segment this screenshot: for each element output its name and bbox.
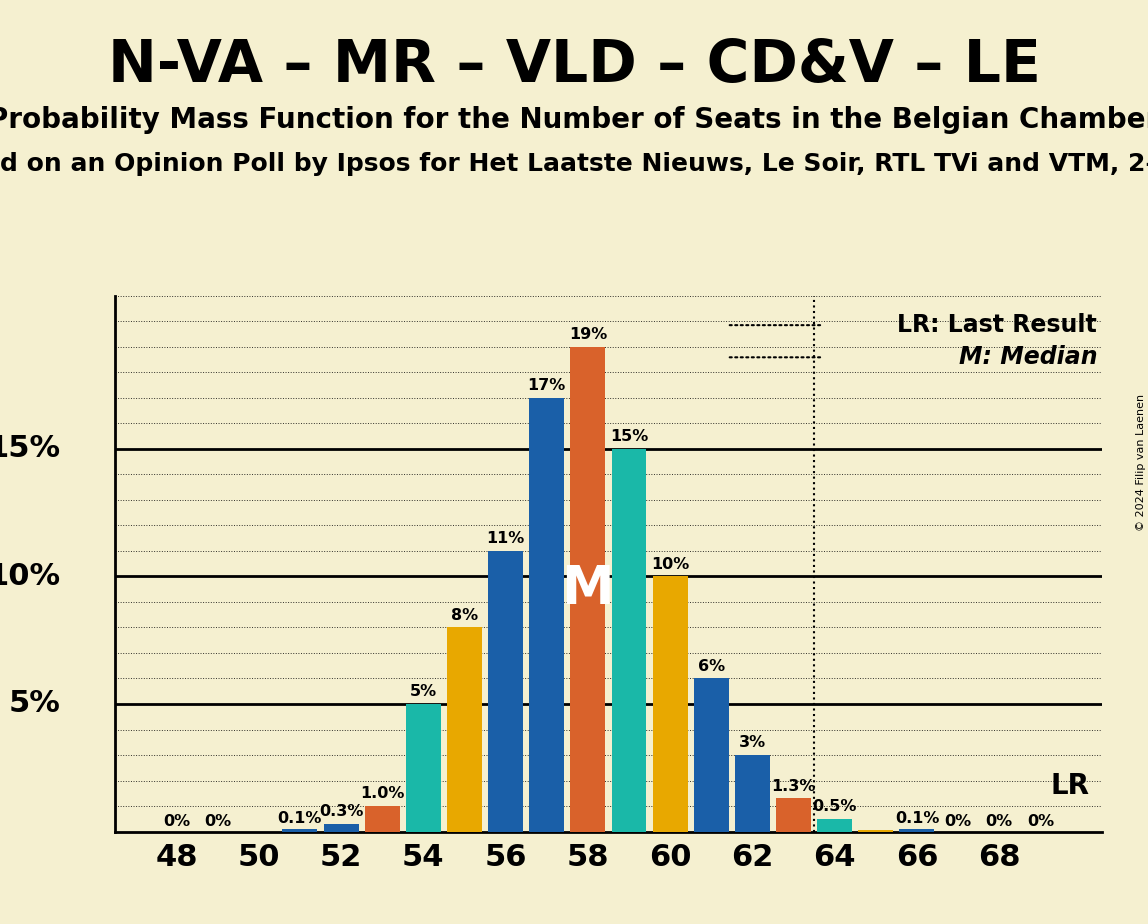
Text: 15%: 15% xyxy=(610,430,649,444)
Bar xyxy=(612,449,646,832)
Text: 5%: 5% xyxy=(410,685,437,699)
Text: 17%: 17% xyxy=(528,378,566,394)
Bar xyxy=(653,577,688,832)
Bar xyxy=(406,704,441,832)
Text: Probability Mass Function for the Number of Seats in the Belgian Chamber: Probability Mass Function for the Number… xyxy=(0,106,1148,134)
Bar xyxy=(571,346,605,832)
Text: 0%: 0% xyxy=(204,813,231,829)
Text: 19%: 19% xyxy=(568,327,607,342)
Text: 1.0%: 1.0% xyxy=(360,786,404,801)
Text: 0.1%: 0.1% xyxy=(278,811,323,826)
Bar xyxy=(488,551,523,832)
Text: 0%: 0% xyxy=(163,813,191,829)
Text: LR: LR xyxy=(1050,772,1089,799)
Text: 3%: 3% xyxy=(739,736,766,750)
Text: d on an Opinion Poll by Ipsos for Het Laatste Nieuws, Le Soir, RTL TVi and VTM, : d on an Opinion Poll by Ipsos for Het La… xyxy=(0,152,1148,176)
Text: M: Median: M: Median xyxy=(959,346,1097,370)
Text: LR: Last Result: LR: Last Result xyxy=(898,313,1097,337)
Bar xyxy=(529,397,564,832)
Bar xyxy=(447,627,482,832)
Text: 15%: 15% xyxy=(0,434,61,463)
Bar xyxy=(365,806,400,832)
Bar xyxy=(324,824,358,832)
Text: 0.1%: 0.1% xyxy=(894,811,939,826)
Text: M: M xyxy=(561,563,614,615)
Text: 0%: 0% xyxy=(945,813,971,829)
Text: 1.3%: 1.3% xyxy=(771,779,816,794)
Bar xyxy=(693,678,729,832)
Bar xyxy=(735,755,770,832)
Text: 0%: 0% xyxy=(986,813,1013,829)
Text: 0.3%: 0.3% xyxy=(319,805,363,820)
Text: 11%: 11% xyxy=(487,531,525,546)
Text: 10%: 10% xyxy=(651,557,689,572)
Bar xyxy=(859,831,893,832)
Bar xyxy=(817,819,852,832)
Text: 8%: 8% xyxy=(451,608,478,623)
Bar xyxy=(900,829,934,832)
Text: 5%: 5% xyxy=(9,689,61,719)
Bar xyxy=(282,829,317,832)
Text: 6%: 6% xyxy=(698,659,724,674)
Bar xyxy=(776,798,810,832)
Text: 10%: 10% xyxy=(0,562,61,591)
Text: 0%: 0% xyxy=(1026,813,1054,829)
Text: 0.5%: 0.5% xyxy=(813,799,856,814)
Text: © 2024 Filip van Laenen: © 2024 Filip van Laenen xyxy=(1135,394,1146,530)
Text: N-VA – MR – VLD – CD&V – LE: N-VA – MR – VLD – CD&V – LE xyxy=(108,37,1040,94)
